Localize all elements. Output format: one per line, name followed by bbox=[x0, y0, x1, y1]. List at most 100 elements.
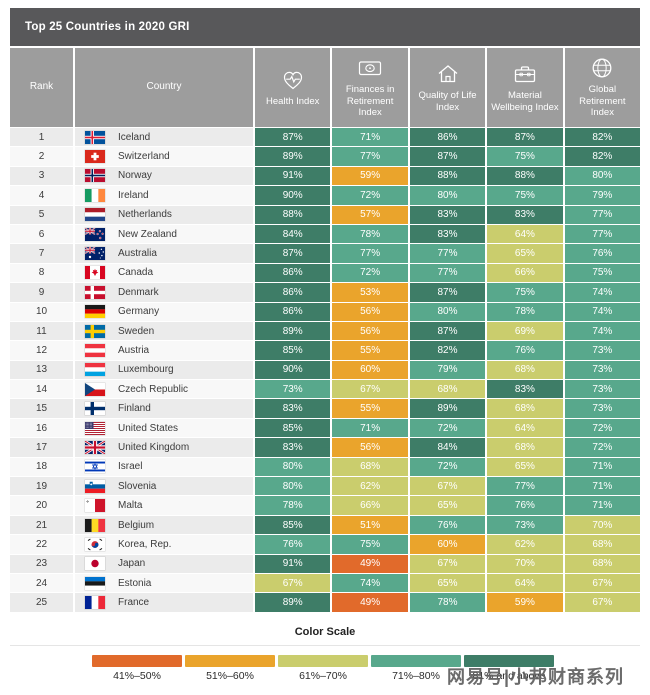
value-cell-quality: 87% bbox=[409, 283, 486, 302]
column-header-country: Country bbox=[75, 48, 253, 127]
country-cell: Finland bbox=[75, 399, 253, 418]
table-row: 13 Luxembourg 90% 60% 79% 68% 73% bbox=[10, 360, 641, 380]
rank-cell: 8 bbox=[10, 263, 73, 283]
country-name: France bbox=[118, 597, 150, 609]
table-row: 6 New Zealand 84% 78% 83% 64% 77% bbox=[10, 224, 641, 244]
country-name: Austria bbox=[118, 344, 150, 356]
value-cell-global: 74% bbox=[564, 283, 641, 302]
rank-cell: 11 bbox=[10, 321, 73, 341]
value-cell-quality: 65% bbox=[409, 573, 486, 593]
legend-swatch bbox=[464, 655, 554, 667]
value-cell-material: 87% bbox=[487, 128, 563, 147]
value-cell-global: 73% bbox=[564, 360, 641, 380]
rank-cell: 2 bbox=[10, 147, 73, 166]
country-name: Estonia bbox=[118, 577, 152, 589]
value-cell-material: 88% bbox=[487, 166, 563, 186]
country-cell: Israel bbox=[75, 457, 253, 477]
column-header-label: Quality of Life Index bbox=[418, 89, 477, 113]
column-header-finances: Finances in Retirement Index bbox=[332, 48, 408, 127]
country-cell: United Kingdom bbox=[75, 438, 253, 457]
value-cell-material: 77% bbox=[487, 477, 563, 496]
value-cell-global: 75% bbox=[564, 263, 641, 283]
page-title: Top 25 Countries in 2020 GRI bbox=[25, 21, 190, 33]
value-cell-finances: 72% bbox=[332, 263, 408, 283]
table-row: 3 Norway 91% 59% 88% 88% 80% bbox=[10, 166, 641, 186]
country-cell: Iceland bbox=[75, 128, 253, 147]
column-header-label: Country bbox=[146, 81, 182, 93]
rank-cell: 5 bbox=[10, 205, 73, 224]
table-row: 10 Germany 86% 56% 80% 78% 74% bbox=[10, 302, 641, 321]
global-icon bbox=[589, 56, 615, 80]
finances-icon bbox=[357, 56, 383, 80]
legend-label: 71%–80% bbox=[392, 670, 440, 682]
value-cell-health: 85% bbox=[255, 515, 331, 535]
value-cell-global: 71% bbox=[564, 477, 641, 496]
flag-icon-sweden bbox=[85, 324, 105, 338]
flag-icon-korea bbox=[85, 537, 105, 551]
value-cell-health: 85% bbox=[255, 418, 331, 438]
value-cell-health: 90% bbox=[255, 360, 331, 380]
column-header-label: Health Index bbox=[266, 95, 320, 107]
value-cell-health: 86% bbox=[255, 263, 331, 283]
country-cell: Canada bbox=[75, 263, 253, 283]
country-cell: Belgium bbox=[75, 515, 253, 535]
table-body: 1 Iceland 87% 71% 86% 87% 82% 2 Switzerland 89% 77… bbox=[10, 128, 641, 613]
value-cell-health: 73% bbox=[255, 380, 331, 399]
table-row: 21 Belgium 85% 51% 76% 73% 70% bbox=[10, 515, 641, 535]
value-cell-material: 75% bbox=[487, 283, 563, 302]
value-cell-quality: 80% bbox=[409, 186, 486, 205]
column-header-global: Global Retirement Index bbox=[564, 48, 641, 127]
legend-label: 41%–50% bbox=[113, 670, 161, 682]
value-cell-material: 78% bbox=[487, 302, 563, 321]
value-cell-global: 79% bbox=[564, 186, 641, 205]
value-cell-quality: 78% bbox=[409, 593, 486, 612]
country-name: Denmark bbox=[118, 286, 159, 298]
value-cell-quality: 60% bbox=[409, 535, 486, 554]
country-cell: Germany bbox=[75, 302, 253, 321]
value-cell-material: 69% bbox=[487, 321, 563, 341]
flag-icon-australia bbox=[85, 247, 105, 261]
color-scale-title: Color Scale bbox=[294, 626, 356, 638]
country-name: Belgium bbox=[118, 519, 155, 531]
legend-swatch bbox=[278, 655, 368, 667]
country-name: United Kingdom bbox=[118, 441, 190, 453]
value-cell-material: 65% bbox=[487, 457, 563, 477]
value-cell-quality: 77% bbox=[409, 263, 486, 283]
country-name: Malta bbox=[118, 500, 143, 512]
value-cell-global: 70% bbox=[564, 515, 641, 535]
value-cell-material: 64% bbox=[487, 224, 563, 244]
value-cell-global: 73% bbox=[564, 399, 641, 418]
value-cell-finances: 68% bbox=[332, 457, 408, 477]
value-cell-quality: 84% bbox=[409, 438, 486, 457]
country-name: Australia bbox=[118, 248, 157, 260]
flag-icon-slovenia bbox=[85, 479, 105, 493]
country-name: Norway bbox=[118, 170, 152, 182]
country-cell: Switzerland bbox=[75, 147, 253, 166]
country-cell: Korea, Rep. bbox=[75, 535, 253, 554]
value-cell-finances: 72% bbox=[332, 186, 408, 205]
table-row: 22 Korea, Rep. 76% 75% 60% 62% 68% bbox=[10, 535, 641, 554]
rank-cell: 24 bbox=[10, 573, 73, 593]
rank-cell: 1 bbox=[10, 128, 73, 147]
value-cell-health: 89% bbox=[255, 593, 331, 612]
value-cell-finances: 62% bbox=[332, 477, 408, 496]
table-row: 7 Australia 87% 77% 77% 65% 76% bbox=[10, 244, 641, 263]
value-cell-material: 70% bbox=[487, 554, 563, 573]
legend-swatch bbox=[92, 655, 182, 667]
flag-icon-israel bbox=[85, 460, 105, 474]
column-header-health: Health Index bbox=[255, 48, 331, 127]
table-row: 15 Finland 83% 55% 89% 68% 73% bbox=[10, 399, 641, 418]
value-cell-quality: 68% bbox=[409, 380, 486, 399]
value-cell-finances: 71% bbox=[332, 418, 408, 438]
value-cell-finances: 75% bbox=[332, 535, 408, 554]
value-cell-health: 86% bbox=[255, 302, 331, 321]
country-cell: Netherlands bbox=[75, 205, 253, 224]
flag-icon-netherlands bbox=[85, 208, 105, 222]
country-cell: Luxembourg bbox=[75, 360, 253, 380]
flag-icon-france bbox=[85, 596, 105, 610]
column-header-label: Finances in Retirement Index bbox=[345, 83, 395, 119]
value-cell-global: 77% bbox=[564, 224, 641, 244]
rank-cell: 20 bbox=[10, 496, 73, 515]
value-cell-quality: 82% bbox=[409, 341, 486, 360]
